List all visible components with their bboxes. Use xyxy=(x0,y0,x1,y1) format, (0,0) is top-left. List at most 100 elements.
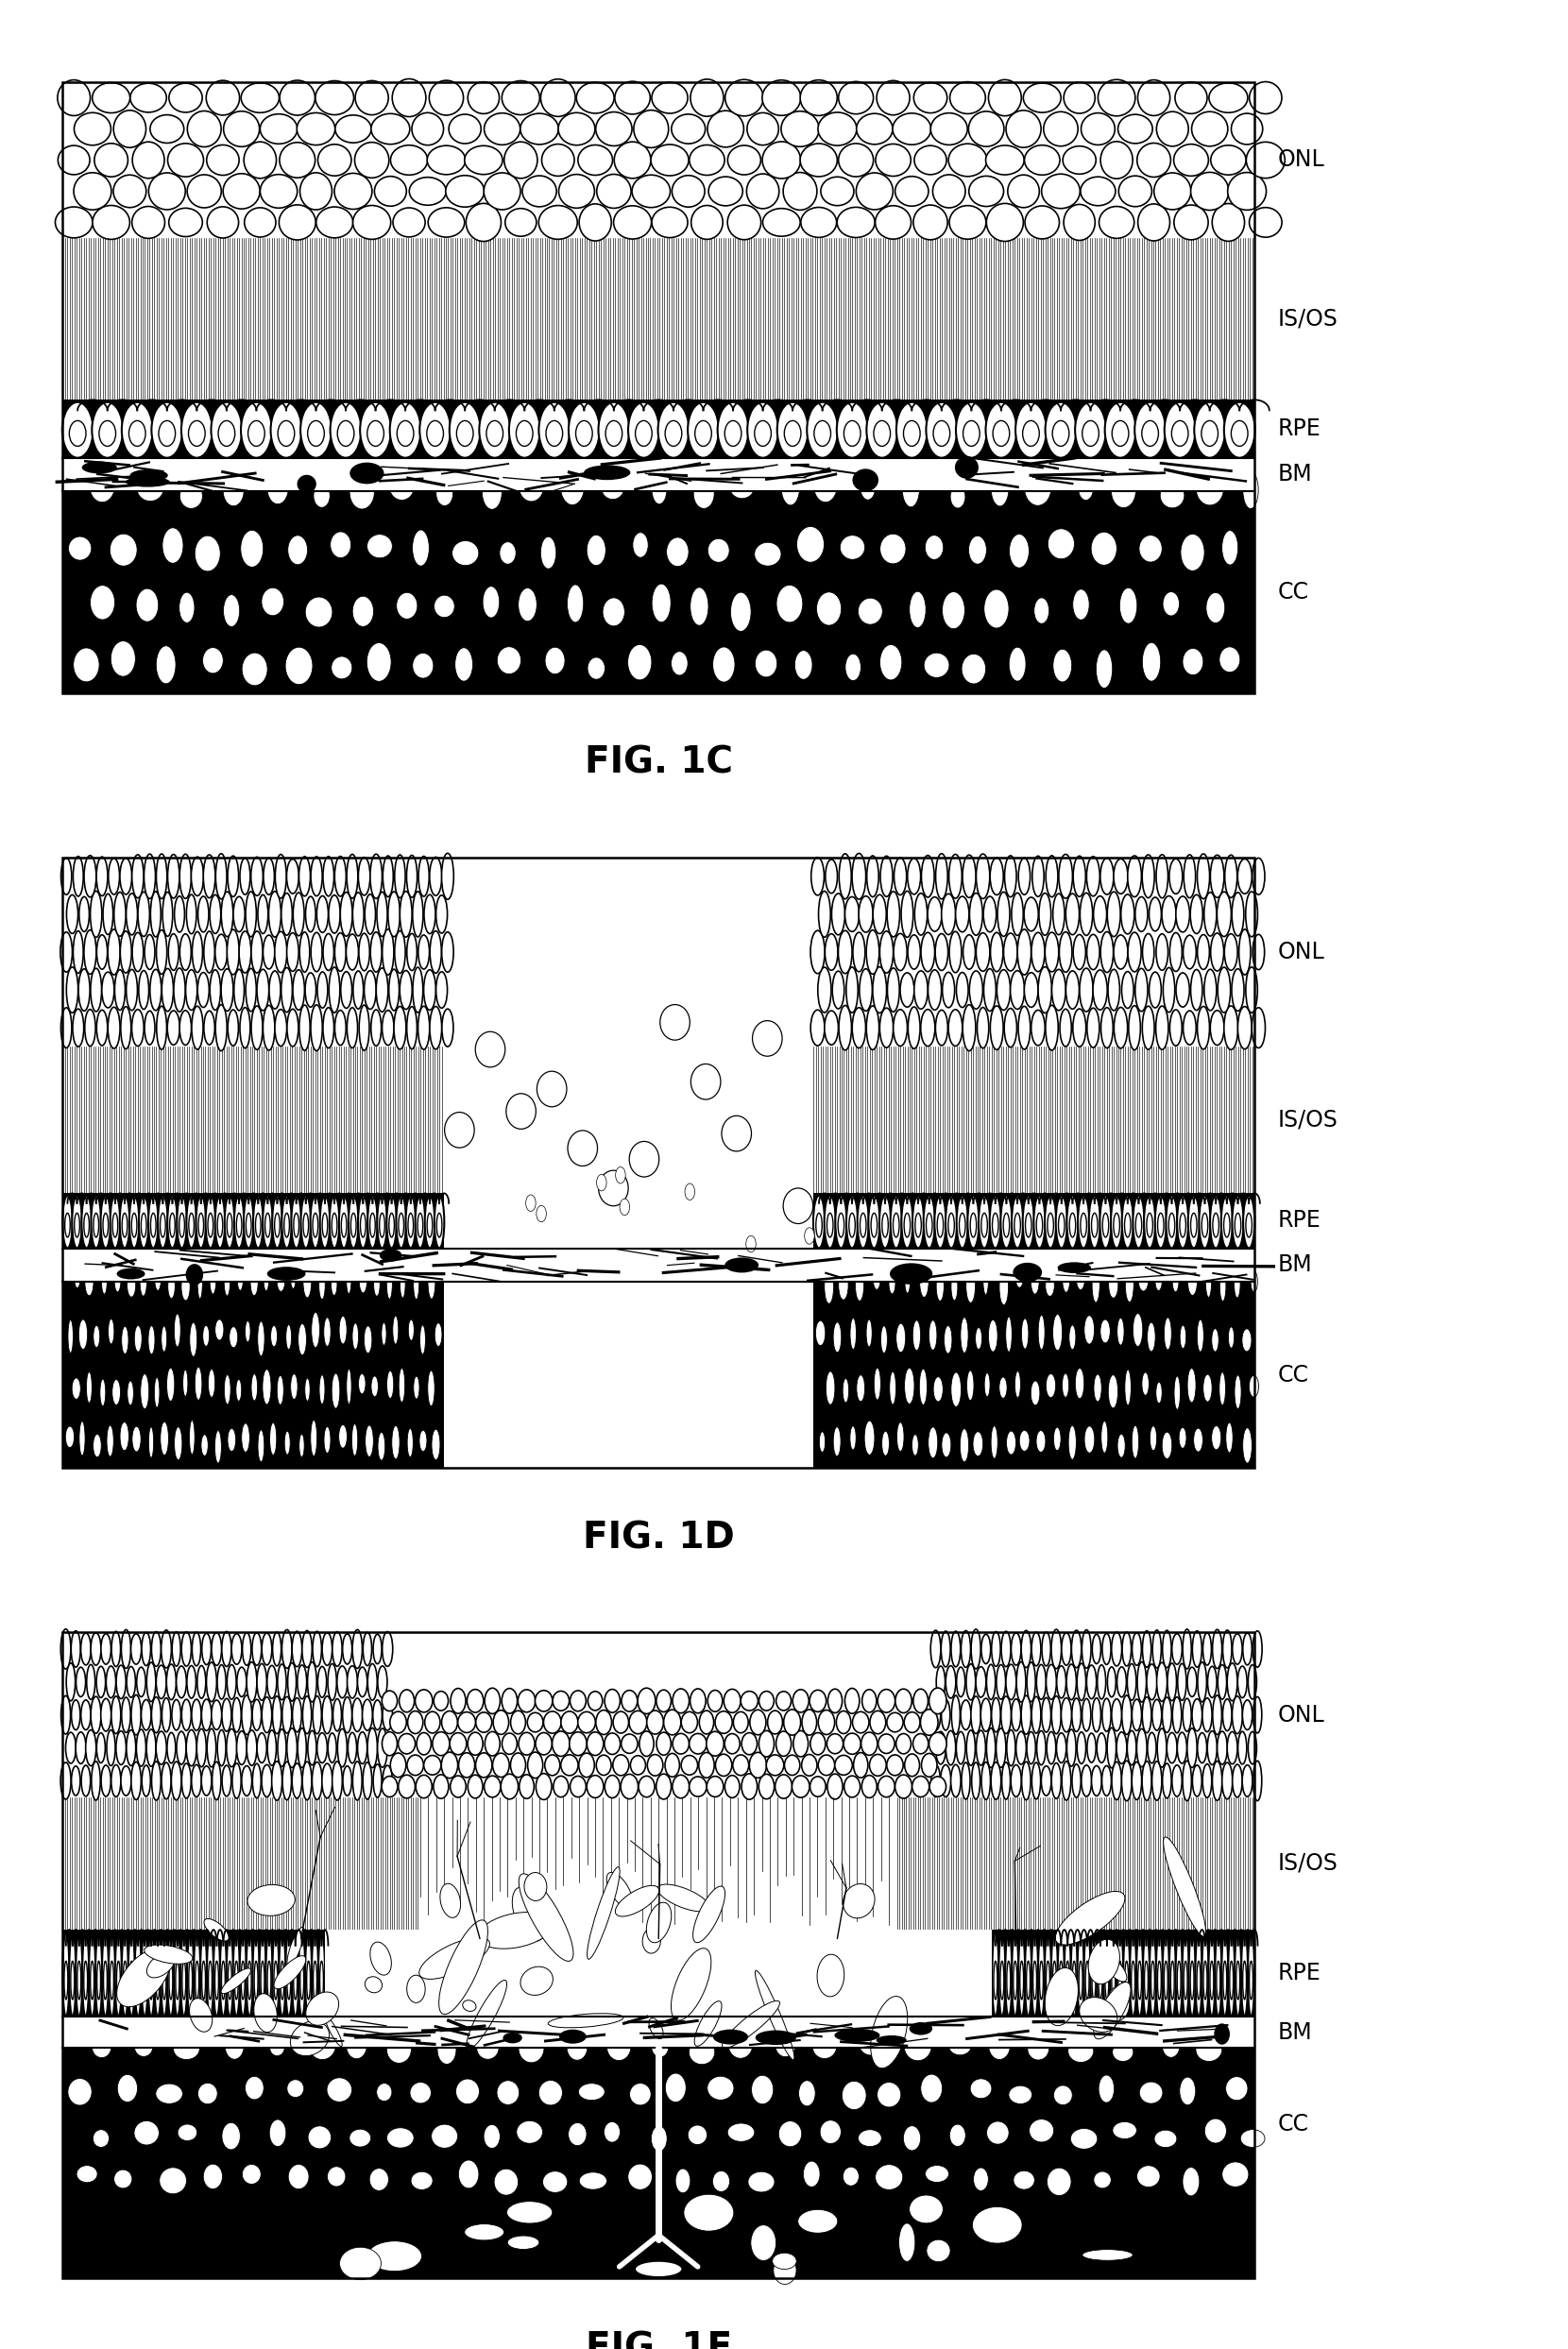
Ellipse shape xyxy=(270,1423,276,1454)
Ellipse shape xyxy=(436,1212,442,1238)
Ellipse shape xyxy=(383,1691,397,1710)
Ellipse shape xyxy=(1198,935,1209,970)
Ellipse shape xyxy=(293,970,304,1010)
Ellipse shape xyxy=(61,1696,71,1734)
Ellipse shape xyxy=(967,1196,978,1247)
Ellipse shape xyxy=(887,1712,903,1731)
Ellipse shape xyxy=(690,1734,707,1755)
Ellipse shape xyxy=(870,1212,877,1238)
Ellipse shape xyxy=(77,1961,82,1999)
Ellipse shape xyxy=(950,486,966,507)
Ellipse shape xyxy=(152,402,182,458)
Ellipse shape xyxy=(74,648,99,681)
Ellipse shape xyxy=(1046,855,1058,897)
Ellipse shape xyxy=(742,1773,757,1799)
Ellipse shape xyxy=(571,1776,586,1797)
Ellipse shape xyxy=(66,1663,75,1701)
Ellipse shape xyxy=(72,1196,82,1247)
Ellipse shape xyxy=(1210,1196,1221,1247)
Ellipse shape xyxy=(240,857,251,895)
Ellipse shape xyxy=(928,1426,938,1459)
Ellipse shape xyxy=(147,1663,155,1701)
Ellipse shape xyxy=(310,1196,320,1247)
Ellipse shape xyxy=(86,1729,96,1766)
Ellipse shape xyxy=(1011,1196,1024,1247)
Ellipse shape xyxy=(1068,1426,1076,1459)
Ellipse shape xyxy=(365,895,375,935)
Ellipse shape xyxy=(1203,1633,1212,1665)
Ellipse shape xyxy=(1098,80,1135,115)
Ellipse shape xyxy=(560,467,585,505)
Ellipse shape xyxy=(519,1773,535,1799)
Ellipse shape xyxy=(840,536,866,559)
Ellipse shape xyxy=(180,935,191,970)
Ellipse shape xyxy=(1071,1630,1082,1668)
Ellipse shape xyxy=(185,970,198,1010)
Ellipse shape xyxy=(575,420,593,446)
Ellipse shape xyxy=(194,536,221,571)
Ellipse shape xyxy=(1127,1731,1137,1764)
Ellipse shape xyxy=(69,1933,75,2018)
Ellipse shape xyxy=(207,207,238,237)
Ellipse shape xyxy=(928,1734,947,1755)
Text: CC: CC xyxy=(1278,2112,1309,2135)
Ellipse shape xyxy=(541,143,574,176)
Ellipse shape xyxy=(419,935,430,970)
Ellipse shape xyxy=(1223,1961,1226,1999)
Ellipse shape xyxy=(1046,1276,1054,1297)
Ellipse shape xyxy=(652,585,671,622)
Ellipse shape xyxy=(94,1325,100,1348)
Ellipse shape xyxy=(91,1196,100,1247)
Ellipse shape xyxy=(201,1933,207,2018)
Ellipse shape xyxy=(367,644,390,681)
Ellipse shape xyxy=(836,1196,847,1247)
Ellipse shape xyxy=(450,1776,466,1797)
Ellipse shape xyxy=(909,2022,933,2034)
Ellipse shape xyxy=(818,1755,834,1776)
Ellipse shape xyxy=(328,2166,345,2187)
Ellipse shape xyxy=(615,141,651,179)
Ellipse shape xyxy=(878,1734,895,1752)
Ellipse shape xyxy=(61,1762,71,1799)
Ellipse shape xyxy=(408,1320,414,1341)
Ellipse shape xyxy=(847,1196,858,1247)
Ellipse shape xyxy=(121,1766,132,1795)
Ellipse shape xyxy=(729,2032,753,2058)
Ellipse shape xyxy=(1112,474,1135,507)
Ellipse shape xyxy=(1168,1212,1174,1238)
Ellipse shape xyxy=(262,1633,271,1665)
Ellipse shape xyxy=(826,1212,833,1238)
Ellipse shape xyxy=(988,80,1021,115)
Ellipse shape xyxy=(157,930,166,975)
Ellipse shape xyxy=(902,890,913,937)
Ellipse shape xyxy=(1069,1212,1076,1238)
Ellipse shape xyxy=(1170,1933,1176,2018)
Ellipse shape xyxy=(605,1776,619,1797)
Ellipse shape xyxy=(271,1325,278,1346)
Ellipse shape xyxy=(1156,855,1168,897)
Ellipse shape xyxy=(158,420,176,446)
Ellipse shape xyxy=(993,1933,999,2018)
Ellipse shape xyxy=(1198,1005,1209,1050)
Ellipse shape xyxy=(1024,146,1060,176)
Ellipse shape xyxy=(1138,80,1170,115)
Ellipse shape xyxy=(1221,1762,1232,1799)
Ellipse shape xyxy=(1098,1734,1107,1762)
Ellipse shape xyxy=(177,1196,187,1247)
Ellipse shape xyxy=(831,893,845,935)
Ellipse shape xyxy=(334,857,347,897)
Ellipse shape xyxy=(889,1264,933,1285)
Ellipse shape xyxy=(707,1776,723,1797)
Ellipse shape xyxy=(1231,420,1248,446)
Ellipse shape xyxy=(292,1698,301,1731)
Ellipse shape xyxy=(1210,855,1225,897)
Ellipse shape xyxy=(227,930,240,975)
Ellipse shape xyxy=(1052,970,1066,1010)
Ellipse shape xyxy=(817,1954,844,1997)
Ellipse shape xyxy=(72,1379,80,1400)
Ellipse shape xyxy=(856,1374,866,1402)
Ellipse shape xyxy=(359,1266,367,1292)
Ellipse shape xyxy=(263,1005,274,1050)
Ellipse shape xyxy=(389,474,414,500)
Ellipse shape xyxy=(1063,82,1094,113)
